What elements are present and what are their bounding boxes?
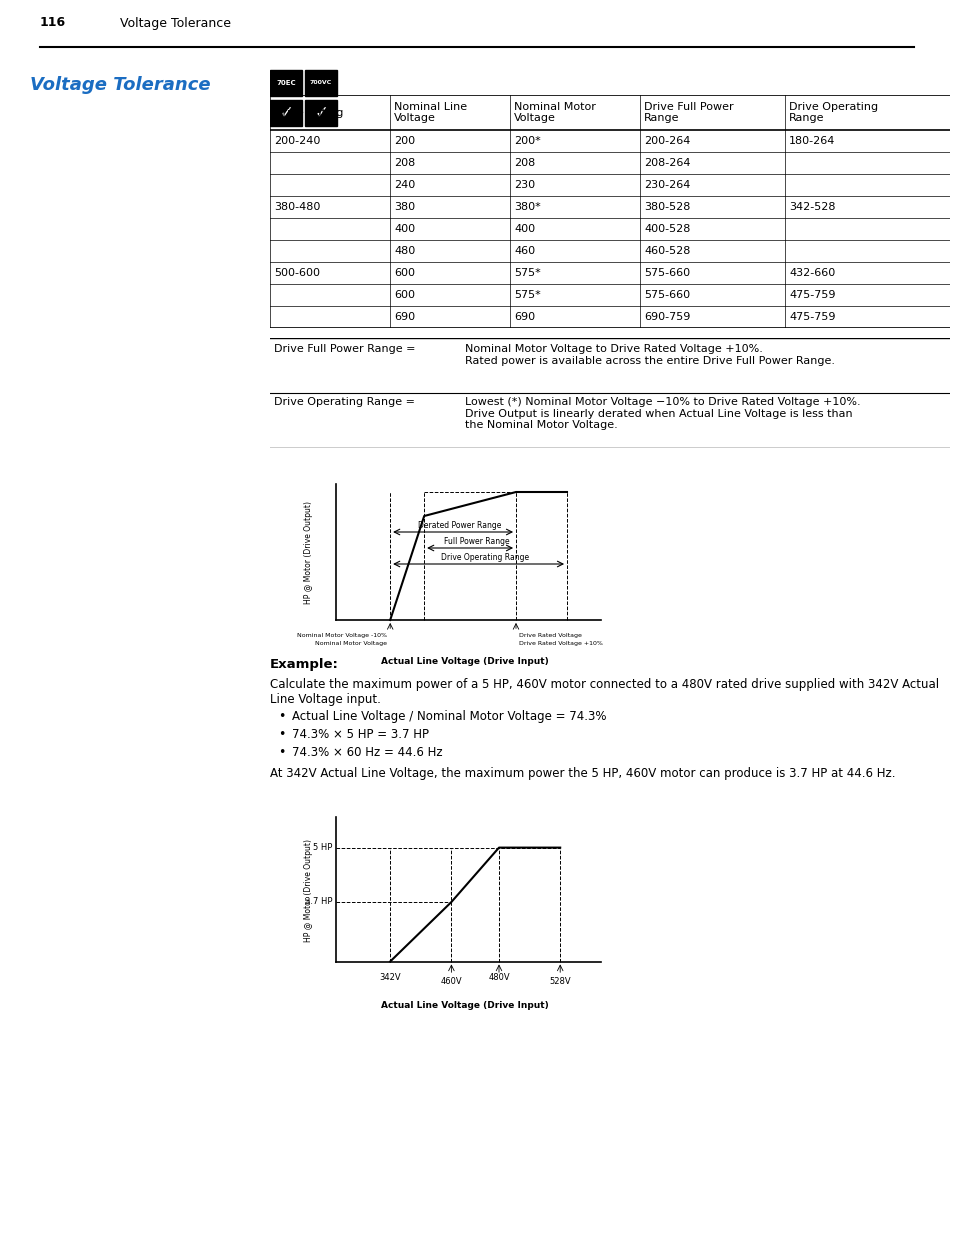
Text: 342-528: 342-528 xyxy=(788,203,835,212)
Text: 475-759: 475-759 xyxy=(788,290,835,300)
Text: Drive Operating Range: Drive Operating Range xyxy=(441,553,529,562)
Text: 400-528: 400-528 xyxy=(643,224,690,233)
Text: Example:: Example: xyxy=(270,658,338,671)
Text: 600: 600 xyxy=(394,268,415,278)
Text: Lowest (*) Nominal Motor Voltage −10% to Drive Rated Voltage +10%.
Drive Output : Lowest (*) Nominal Motor Voltage −10% to… xyxy=(464,396,860,430)
Text: 400: 400 xyxy=(514,224,535,233)
Text: 200-240: 200-240 xyxy=(274,136,320,146)
FancyBboxPatch shape xyxy=(270,70,302,96)
Text: Nominal Motor Voltage to Drive Rated Voltage +10%.
Rated power is available acro: Nominal Motor Voltage to Drive Rated Vol… xyxy=(464,345,834,366)
Text: 380*: 380* xyxy=(514,203,540,212)
Text: Voltage Tolerance: Voltage Tolerance xyxy=(30,77,211,94)
Text: 460-528: 460-528 xyxy=(643,246,690,256)
Text: 5 HP: 5 HP xyxy=(313,844,332,852)
FancyBboxPatch shape xyxy=(270,100,302,126)
Text: 528V: 528V xyxy=(549,977,571,986)
Text: 690: 690 xyxy=(394,312,415,322)
Text: 200*: 200* xyxy=(514,136,540,146)
Text: 230-264: 230-264 xyxy=(643,180,690,190)
Text: 380-528: 380-528 xyxy=(643,203,690,212)
Text: 460V: 460V xyxy=(440,977,461,986)
Text: Full Power Range: Full Power Range xyxy=(444,537,509,546)
Text: 116: 116 xyxy=(40,16,66,30)
Text: •: • xyxy=(277,710,285,722)
FancyBboxPatch shape xyxy=(305,100,336,126)
Text: 700VC: 700VC xyxy=(310,80,332,85)
Text: 575*: 575* xyxy=(514,268,540,278)
FancyBboxPatch shape xyxy=(305,70,336,96)
Text: 342V: 342V xyxy=(379,973,400,982)
Text: Drive Full Power Range =: Drive Full Power Range = xyxy=(274,345,416,354)
Text: ✓: ✓ xyxy=(279,104,293,122)
Text: 380: 380 xyxy=(394,203,415,212)
Text: 200: 200 xyxy=(394,136,415,146)
Text: Calculate the maximum power of a 5 HP, 460V motor connected to a 480V rated driv: Calculate the maximum power of a 5 HP, 4… xyxy=(270,678,938,706)
Text: ✓: ✓ xyxy=(314,104,328,122)
Text: 74.3% × 5 HP = 3.7 HP: 74.3% × 5 HP = 3.7 HP xyxy=(292,727,429,741)
Text: 480V: 480V xyxy=(488,973,509,982)
Text: •: • xyxy=(277,746,285,760)
Text: Drive Rated Voltage +10%: Drive Rated Voltage +10% xyxy=(518,641,602,646)
Text: 70EC: 70EC xyxy=(276,80,295,86)
Text: 600: 600 xyxy=(394,290,415,300)
Text: 432-660: 432-660 xyxy=(788,268,835,278)
Text: 575-660: 575-660 xyxy=(643,268,689,278)
Text: At 342V Actual Line Voltage, the maximum power the 5 HP, 460V motor can produce : At 342V Actual Line Voltage, the maximum… xyxy=(270,767,895,781)
Text: 208-264: 208-264 xyxy=(643,158,690,168)
Text: Drive Rating: Drive Rating xyxy=(274,107,343,117)
Text: 475-759: 475-759 xyxy=(788,312,835,322)
Text: 500-600: 500-600 xyxy=(274,268,319,278)
Text: 180-264: 180-264 xyxy=(788,136,835,146)
Text: Actual Line Voltage (Drive Input): Actual Line Voltage (Drive Input) xyxy=(381,1000,548,1009)
Text: Drive Operating
Range: Drive Operating Range xyxy=(788,101,877,124)
Text: 208: 208 xyxy=(514,158,535,168)
Text: Nominal Motor Voltage: Nominal Motor Voltage xyxy=(314,641,386,646)
Text: 690: 690 xyxy=(514,312,535,322)
Text: Drive Rated Voltage: Drive Rated Voltage xyxy=(518,632,581,637)
Text: •: • xyxy=(277,727,285,741)
Text: 690-759: 690-759 xyxy=(643,312,690,322)
Text: 230: 230 xyxy=(514,180,535,190)
Text: 460: 460 xyxy=(514,246,535,256)
Text: Drive Full Power
Range: Drive Full Power Range xyxy=(643,101,733,124)
Text: Derated Power Range: Derated Power Range xyxy=(417,521,501,530)
Text: 74.3% × 60 Hz = 44.6 Hz: 74.3% × 60 Hz = 44.6 Hz xyxy=(292,746,442,760)
Text: 3.7 HP: 3.7 HP xyxy=(305,898,332,906)
Text: HP @ Motor (Drive Output): HP @ Motor (Drive Output) xyxy=(304,839,313,941)
Text: 200-264: 200-264 xyxy=(643,136,690,146)
Text: Nominal Line
Voltage: Nominal Line Voltage xyxy=(394,101,467,124)
Text: Actual Line Voltage (Drive Input): Actual Line Voltage (Drive Input) xyxy=(381,657,548,666)
Text: Actual Line Voltage / Nominal Motor Voltage = 74.3%: Actual Line Voltage / Nominal Motor Volt… xyxy=(292,710,606,722)
Text: 240: 240 xyxy=(394,180,415,190)
Text: 380-480: 380-480 xyxy=(274,203,320,212)
Text: HP @ Motor (Drive Output): HP @ Motor (Drive Output) xyxy=(304,501,313,604)
Text: Drive Operating Range =: Drive Operating Range = xyxy=(274,396,415,408)
Text: 480: 480 xyxy=(394,246,415,256)
Text: 208: 208 xyxy=(394,158,415,168)
Text: Nominal Motor
Voltage: Nominal Motor Voltage xyxy=(514,101,596,124)
Text: 575*: 575* xyxy=(514,290,540,300)
Text: 400: 400 xyxy=(394,224,415,233)
Text: Nominal Motor Voltage -10%: Nominal Motor Voltage -10% xyxy=(296,632,386,637)
Text: Voltage Tolerance: Voltage Tolerance xyxy=(120,16,231,30)
Text: 575-660: 575-660 xyxy=(643,290,689,300)
